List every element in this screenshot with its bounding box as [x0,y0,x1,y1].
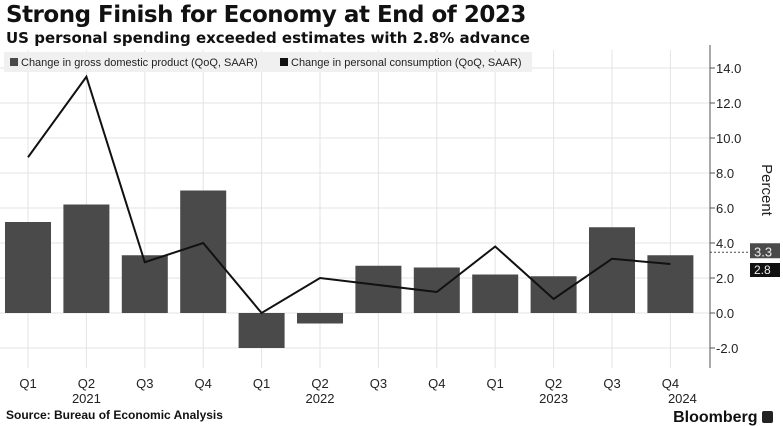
last-value-gdp: 3.3 [754,244,772,259]
last-value-badge-consumption [750,263,780,277]
bar-gdp [530,276,577,313]
source-note: Source: Bureau of Economic Analysis [6,408,223,422]
legend-label-consumption: Change in personal consumption (QoQ, SAA… [291,57,522,69]
last-value-badge-gdp [750,243,780,259]
x-tick-label: Q2 [311,376,328,391]
x-tick-label: Q4 [662,376,679,391]
bar-gdp [238,313,285,348]
line-consumption [27,74,671,315]
x-tick-label: Q3 [370,376,387,391]
x-tick-label: Q1 [487,376,504,391]
bar-gdp [63,204,110,313]
x-year-label: 2022 [306,391,335,406]
y-tick-label: 0.0 [716,306,734,321]
bar-gdp [5,222,51,313]
x-tick-label: Q2 [78,376,95,391]
legend-label-gdp: Change in gross domestic product (QoQ, S… [21,57,258,69]
x-tick-label: Q4 [195,376,212,391]
y-tick-label: 8.0 [716,166,734,181]
y-tick-label: 10.0 [716,131,741,146]
bar-gdp [472,274,519,313]
y-axis-label: Percent [758,164,775,217]
y-tick-label: 2.0 [716,271,734,286]
x-tick-label: Q4 [428,376,445,391]
bar-gdp [180,190,227,313]
y-tick-label: 14.0 [716,61,741,76]
y-tick-label: 12.0 [716,96,741,111]
bar-gdp [297,313,343,324]
legend-swatch-gdp [10,58,18,66]
chart-title: Strong Finish for Economy at End of 2023 [6,2,526,28]
x-tick-label: Q2 [545,376,562,391]
chart-subtitle: US personal spending exceeded estimates … [6,29,530,47]
x-tick-label: Q1 [253,376,270,391]
bar-gdp [121,255,168,313]
legend [4,52,532,72]
legend-swatch-consumption [280,58,288,66]
x-year-label: 2021 [72,391,101,406]
last-value-consumption: 2.8 [754,263,771,277]
x-tick-label: Q3 [136,376,153,391]
bloomberg-icon [762,411,773,423]
y-tick-label: -2.0 [716,341,738,356]
y-tick-label: 4.0 [716,236,734,251]
x-year-label: 2024 [668,391,697,406]
bar-gdp [355,265,402,313]
x-tick-label: Q3 [603,376,620,391]
x-year-label: 2023 [539,391,568,406]
y-tick-label: 6.0 [716,201,734,216]
brand-name: Bloomberg [673,409,758,426]
bar-gdp [647,255,694,313]
bloomberg-logo: Bloomberg [673,409,773,426]
x-tick-label: Q1 [19,376,36,391]
